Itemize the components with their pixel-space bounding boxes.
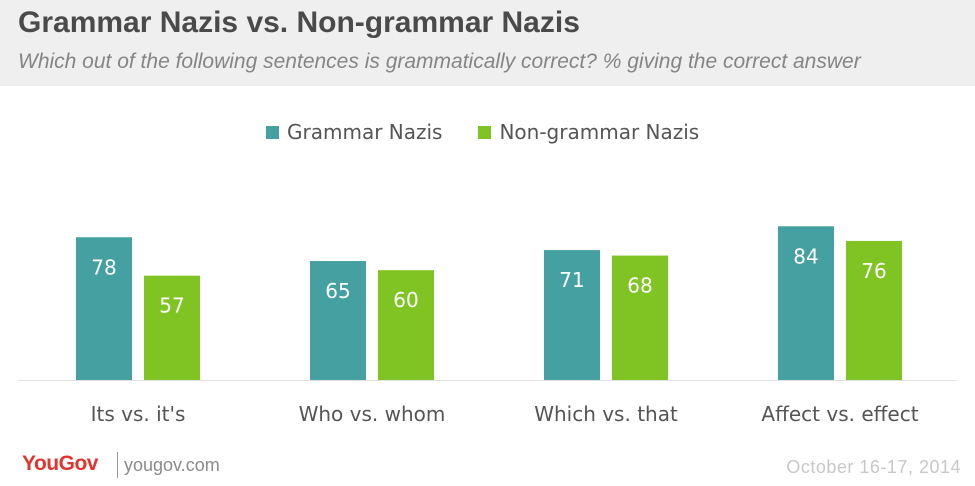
bar-grammar-nazis-which-vs-that (544, 250, 600, 380)
legend-swatch-grammar-nazis (266, 125, 279, 139)
header-band: Grammar Nazis vs. Non-grammar Nazis Whic… (0, 0, 975, 86)
data-label-non-grammar-nazis-its-vs-it-s: 57 (159, 294, 184, 318)
footer-date: October 16-17, 2014 (786, 457, 961, 477)
bar-non-grammar-nazis-who-vs-whom (378, 270, 434, 380)
chart-legend: Grammar Nazis Non-grammar Nazis (266, 120, 735, 144)
bar-non-grammar-nazis-which-vs-that (612, 255, 668, 380)
chart-subtitle: Which out of the following sentences is … (18, 50, 861, 73)
legend-item-grammar-nazis: Grammar Nazis (266, 120, 442, 144)
bar-grammar-nazis-affect-vs-effect (778, 226, 834, 380)
footer-url: yougov.com (124, 455, 220, 475)
footer-divider (117, 452, 118, 478)
yougov-logo: YouGov (22, 452, 98, 475)
bar-grammar-nazis-its-vs-it-s (76, 237, 132, 380)
legend-label-non-grammar-nazis: Non-grammar Nazis (499, 120, 700, 144)
legend-item-non-grammar-nazis: Non-grammar Nazis (478, 120, 699, 144)
legend-swatch-non-grammar-nazis (478, 125, 492, 139)
data-label-grammar-nazis-affect-vs-effect: 84 (793, 244, 818, 268)
bar-non-grammar-nazis-affect-vs-effect (846, 240, 902, 380)
data-label-non-grammar-nazis-who-vs-whom: 60 (393, 288, 418, 312)
category-label-affect-vs-effect: Affect vs. effect (761, 402, 918, 426)
category-label-its-vs-it-s: Its vs. it's (91, 402, 186, 426)
data-label-grammar-nazis-which-vs-that: 71 (559, 268, 584, 292)
chart-title: Grammar Nazis vs. Non-grammar Nazis (18, 6, 580, 39)
data-label-grammar-nazis-who-vs-whom: 65 (325, 279, 350, 303)
data-label-non-grammar-nazis-affect-vs-effect: 76 (861, 259, 886, 283)
legend-label-grammar-nazis: Grammar Nazis (287, 120, 443, 144)
data-label-non-grammar-nazis-which-vs-that: 68 (627, 274, 652, 298)
category-label-which-vs-that: Which vs. that (534, 402, 678, 426)
category-label-who-vs-whom: Who vs. whom (299, 402, 446, 426)
data-label-grammar-nazis-its-vs-it-s: 78 (91, 255, 116, 279)
bar-non-grammar-nazis-its-vs-it-s (144, 275, 200, 380)
bar-grammar-nazis-who-vs-whom (310, 261, 366, 380)
